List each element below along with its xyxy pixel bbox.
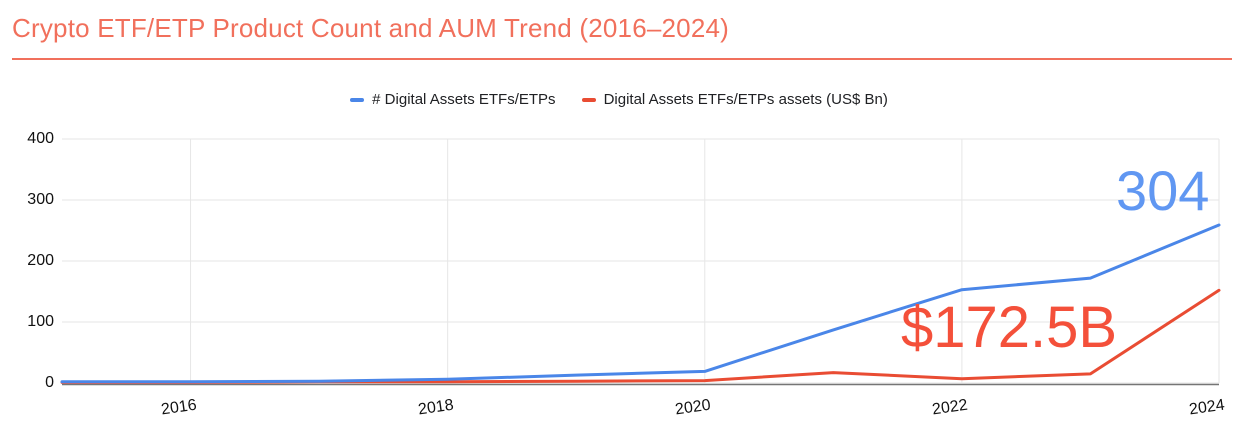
aum-annotation: $172.5B (901, 295, 1118, 360)
chart-legend: # Digital Assets ETFs/ETPs Digital Assets… (0, 91, 1238, 108)
legend-swatch-icon (350, 97, 365, 102)
legend-item-assets: Digital Assets ETFs/ETPs assets (US$ Bn) (581, 91, 888, 108)
y-tick-label: 200 (27, 252, 54, 269)
count-annotation: 304 (1116, 159, 1210, 222)
chart-title: Crypto ETF/ETP Product Count and AUM Tre… (12, 13, 730, 43)
legend-label: Digital Assets ETFs/ETPs assets (US$ Bn) (603, 91, 888, 108)
y-tick-label: 300 (27, 191, 54, 208)
legend-label: # Digital Assets ETFs/ETPs (372, 91, 556, 108)
legend-item-count: # Digital Assets ETFs/ETPs (350, 91, 556, 108)
title-underline (12, 58, 1232, 60)
legend-swatch-icon (581, 97, 596, 102)
series-line-product-count (60, 223, 1221, 384)
y-tick-label: 100 (27, 313, 54, 330)
y-tick-label: 400 (27, 130, 54, 147)
y-tick-label: 0 (45, 374, 54, 391)
